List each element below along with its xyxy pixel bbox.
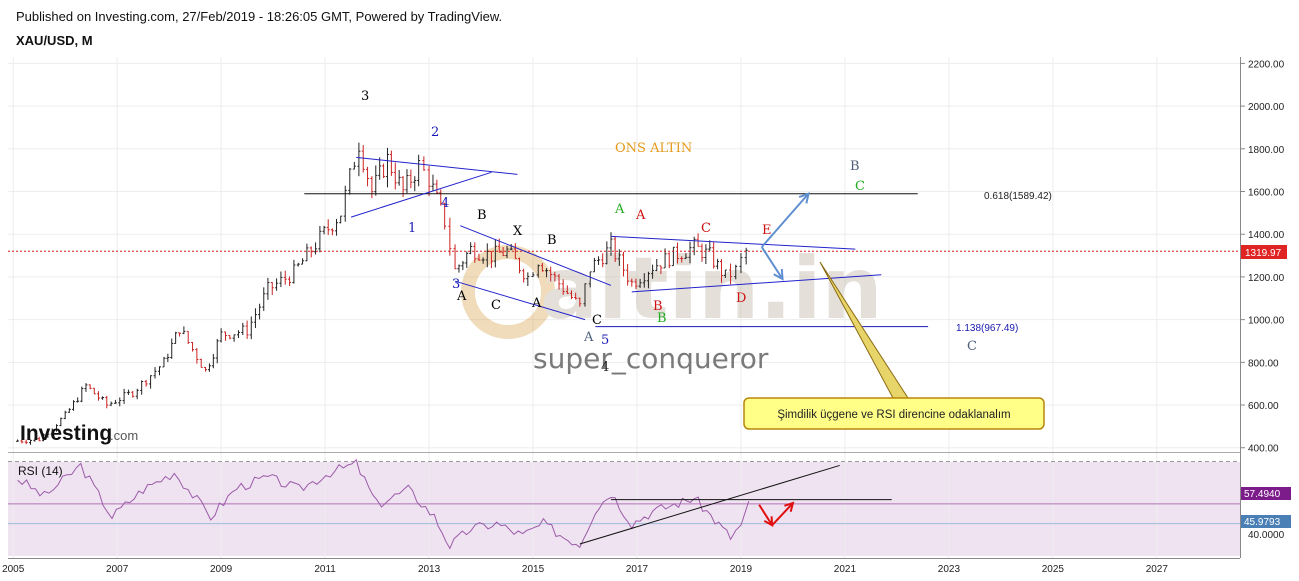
rsi-line <box>17 458 750 550</box>
triangle-lower <box>454 280 586 321</box>
wave-label: 3 <box>361 89 369 104</box>
rsi-arrow <box>758 504 773 526</box>
axis-ticks: 2005 2007 2009 2011 2013 2015 2017 2019 2021 2023… <box>2 59 1285 575</box>
rsi-badge-1-text: 57.4940 <box>1244 489 1281 500</box>
x-tick-label: 2027 <box>1146 564 1169 575</box>
wave-label: 4 <box>601 360 609 375</box>
last-price-text: 1319.97 <box>1245 248 1282 259</box>
chart-title-ons-altin: ONS ALTIN <box>615 141 692 156</box>
x-tick-label: 2025 <box>1042 564 1065 575</box>
y-tick-label: 800.00 <box>1248 358 1279 369</box>
wave-label: E <box>762 223 772 238</box>
callout-text: Şimdilik üçgene ve RSI direncine odaklan… <box>777 409 1010 421</box>
wave-label: C <box>701 221 711 236</box>
investing-logo: Investing .com <box>20 422 138 445</box>
triangle-upper <box>460 225 612 286</box>
drawing-tools <box>8 156 1240 328</box>
y-tick-label: 400.00 <box>1248 444 1279 455</box>
x-tick-label: 2011 <box>314 564 336 575</box>
fib-label-upper: 0.618(1589.42) <box>984 191 1052 202</box>
wave-label: C <box>491 298 501 313</box>
rsi-label: RSI (14) <box>18 464 63 478</box>
rsi-badge-2: 45.9793 <box>1241 515 1291 528</box>
y-tick-label: 1000.00 <box>1248 316 1285 327</box>
wave-label: A <box>614 202 625 217</box>
rsi-badge-2-text: 45.9793 <box>1244 517 1281 528</box>
rsi-pane[interactable] <box>8 462 1240 556</box>
wave-label: D <box>736 291 746 306</box>
symbol-label: XAU/USD, M <box>16 33 93 48</box>
wave-label: C <box>967 339 977 354</box>
wave-label: 1 <box>408 221 416 236</box>
wave-label: C <box>855 179 865 194</box>
wave-label: A <box>635 208 646 223</box>
y-tick-label: 1800.00 <box>1248 145 1285 156</box>
projection-arrow-head <box>798 192 810 204</box>
wave-label: X <box>513 224 523 239</box>
rsi-tick-label: 40.0000 <box>1248 530 1285 541</box>
y-tick-label: 1400.00 <box>1248 230 1285 241</box>
author-watermark: super_conqueror <box>533 342 769 375</box>
x-tick-label: 2023 <box>938 564 961 575</box>
wave-label: C <box>592 313 602 328</box>
wave-label: 2 <box>431 125 439 140</box>
x-tick-label: 2017 <box>626 564 649 575</box>
wave-label: A <box>583 330 594 345</box>
triangle-lower <box>350 171 492 218</box>
published-line: Published on Investing.com, 27/Feb/2019 … <box>16 9 503 24</box>
wave-label: B <box>477 208 487 223</box>
x-tick-label: 2021 <box>834 564 857 575</box>
altin-watermark: altin.in <box>461 239 883 339</box>
triangle-upper <box>356 156 518 175</box>
wave-label: A <box>531 296 542 311</box>
x-tick-label: 2007 <box>106 564 129 575</box>
projection-arrow <box>760 246 784 280</box>
triangle-upper <box>610 235 856 250</box>
rsi-badge-1: 57.4940 <box>1241 487 1291 500</box>
wave-label: B <box>653 299 663 314</box>
rsi-arrow-head <box>784 501 795 512</box>
wave-label: B <box>657 311 667 326</box>
y-tick-label: 600.00 <box>1248 401 1279 412</box>
callout-box[interactable]: Şimdilik üçgene ve RSI direncine odaklan… <box>743 261 1045 430</box>
logo-suffix: .com <box>110 428 138 443</box>
x-tick-label: 2019 <box>730 564 753 575</box>
price-series <box>16 142 748 445</box>
wave-label: 5 <box>601 333 609 348</box>
y-tick-label: 2200.00 <box>1248 59 1285 70</box>
last-price-badge: 1319.97 <box>1241 245 1287 259</box>
triangle-lower <box>631 274 882 293</box>
projection-arrow-head <box>773 269 784 281</box>
wave-label: B <box>850 159 860 174</box>
wave-label: A <box>456 289 467 304</box>
wave-label: 4 <box>441 196 449 211</box>
grid <box>8 57 1240 558</box>
watermark-text: altin.in <box>540 239 883 339</box>
rsi-trendline <box>579 464 840 545</box>
fib-label-lower: 1.138(967.49) <box>956 323 1018 334</box>
x-tick-label: 2009 <box>210 564 233 575</box>
logo-main: Investing <box>20 422 112 445</box>
y-tick-label: 1200.00 <box>1248 273 1285 284</box>
x-tick-label: 2015 <box>522 564 545 575</box>
rsi-series <box>8 458 1240 550</box>
wave-label: B <box>547 233 557 248</box>
y-tick-label: 2000.00 <box>1248 102 1285 113</box>
x-tick-label: 2013 <box>418 564 441 575</box>
x-tick-label: 2005 <box>2 564 25 575</box>
y-tick-label: 1600.00 <box>1248 188 1285 199</box>
projection-arrow <box>761 192 810 248</box>
wave-label: 3 <box>452 277 460 292</box>
main-pane[interactable] <box>8 57 1240 452</box>
rsi-arrow <box>771 502 794 526</box>
